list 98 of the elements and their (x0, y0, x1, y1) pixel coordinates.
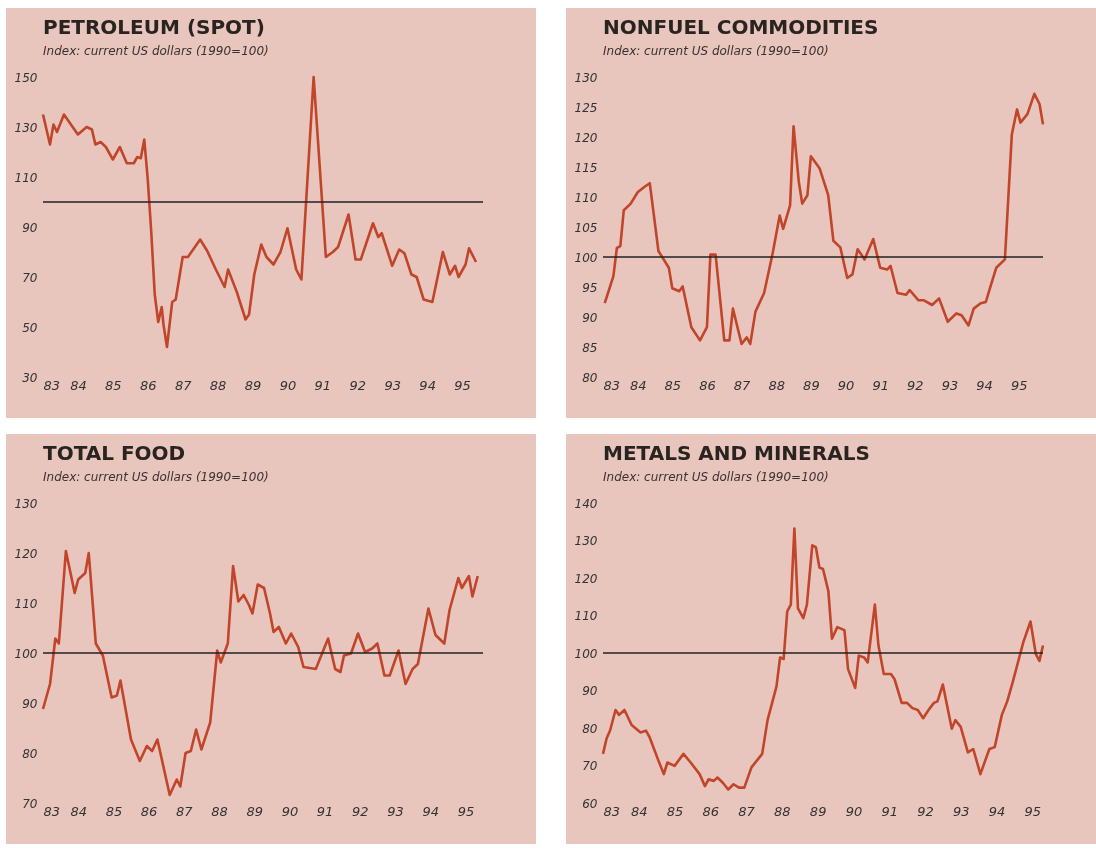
x-tick-label: 86 (702, 803, 720, 819)
x-tick-label: 85 (105, 377, 122, 393)
y-tick-label: 50 (22, 320, 38, 335)
x-tick-label: 88 (768, 377, 785, 393)
line-series (603, 92, 1045, 346)
y-tick-label: 80 (582, 370, 598, 385)
x-tick-label: 93 (952, 803, 970, 819)
x-tick-label: 83 (43, 377, 61, 393)
x-tick-label: 89 (809, 803, 827, 819)
x-tick-label: 92 (352, 803, 369, 819)
x-tick-label: 94 (419, 377, 436, 393)
x-tick-label: 89 (244, 377, 262, 393)
x-tick-label: 90 (281, 803, 299, 819)
x-tick-label: 89 (246, 803, 263, 819)
x-tick-label: 95 (454, 377, 471, 393)
x-tick-label: 89 (803, 377, 820, 393)
x-tick-label: 93 (941, 377, 959, 393)
y-tick-label: 90 (22, 696, 38, 711)
y-tick-label: 30 (22, 370, 38, 385)
x-tick-label: 83 (603, 377, 621, 393)
y-tick-label: 90 (582, 310, 598, 325)
x-tick-label: 83 (43, 803, 61, 819)
y-tick-label: 150 (14, 70, 38, 85)
x-tick-label: 83 (603, 803, 621, 819)
y-tick-label: 110 (574, 190, 598, 205)
line-series (41, 75, 478, 349)
line-series (41, 549, 480, 797)
x-tick-label: 94 (976, 377, 993, 393)
y-tick-label: 100 (14, 646, 38, 661)
y-tick-label: 100 (574, 250, 598, 265)
x-tick-label: 84 (70, 377, 87, 393)
y-tick-label: 130 (574, 534, 598, 548)
chart-subtitle: Index: current US dollars (1990=100) (43, 470, 269, 484)
x-tick-label: 91 (881, 803, 898, 819)
y-tick-label: 80 (582, 721, 598, 736)
x-tick-label: 86 (699, 377, 716, 393)
x-tick-label: 85 (664, 377, 682, 393)
y-tick-label: 100 (574, 646, 598, 661)
x-tick-label: 87 (174, 377, 193, 393)
x-tick-label: 91 (872, 377, 889, 393)
chart-title: NONFUEL COMMODITIES (603, 15, 879, 39)
y-tick-label: 70 (22, 796, 38, 811)
x-tick-label: 95 (457, 803, 475, 819)
x-tick-label: 94 (422, 803, 439, 819)
y-tick-label: 115 (574, 160, 598, 175)
y-tick-label: 130 (14, 496, 38, 511)
y-tick-label: 130 (574, 70, 598, 85)
x-tick-label: 91 (314, 377, 332, 393)
x-tick-label: 92 (349, 377, 367, 393)
y-tick-label: 90 (582, 684, 598, 698)
x-tick-label: 88 (209, 377, 227, 393)
x-tick-label: 85 (105, 803, 123, 819)
x-tick-label: 93 (384, 377, 401, 393)
x-tick-label: 88 (774, 803, 791, 819)
x-tick-label: 84 (629, 377, 647, 393)
x-tick-label: 88 (211, 803, 228, 819)
x-tick-label: 94 (988, 803, 1006, 819)
y-tick-label: 85 (582, 340, 598, 355)
x-tick-label: 91 (316, 803, 334, 819)
y-tick-label: 90 (22, 220, 38, 235)
chart-subtitle: Index: current US dollars (1990=100) (603, 44, 829, 58)
x-tick-label: 87 (176, 803, 194, 819)
y-tick-label: 140 (574, 496, 598, 511)
x-tick-label: 86 (139, 377, 157, 393)
line-series (601, 527, 1045, 791)
y-tick-label: 120 (574, 130, 598, 145)
y-tick-label: 110 (574, 609, 598, 623)
y-tick-label: 60 (582, 796, 598, 811)
x-tick-label: 92 (907, 377, 924, 393)
x-tick-label: 93 (387, 803, 404, 819)
y-tick-label: 110 (14, 596, 38, 611)
chart-title: PETROLEUM (SPOT) (43, 15, 265, 39)
y-tick-label: 120 (14, 546, 38, 561)
x-tick-label: 95 (1024, 803, 1042, 819)
y-tick-label: 80 (22, 746, 38, 761)
chart-title: METALS AND MINERALS (603, 441, 870, 465)
x-tick-label: 86 (140, 803, 158, 819)
y-tick-label: 105 (574, 220, 598, 235)
x-tick-label: 95 (1010, 377, 1028, 393)
y-tick-label: 95 (582, 280, 598, 295)
chart-subtitle: Index: current US dollars (1990=100) (43, 44, 269, 58)
x-tick-label: 92 (917, 803, 934, 819)
x-tick-label: 87 (738, 803, 756, 819)
x-tick-label: 87 (733, 377, 752, 393)
x-tick-label: 90 (837, 377, 855, 393)
x-tick-label: 90 (845, 803, 863, 819)
y-tick-label: 130 (14, 120, 38, 135)
y-tick-label: 125 (574, 100, 598, 115)
y-tick-label: 70 (22, 270, 38, 285)
chart-subtitle: Index: current US dollars (1990=100) (603, 470, 829, 484)
x-tick-label: 90 (279, 377, 297, 393)
x-tick-label: 84 (70, 803, 87, 819)
y-tick-label: 120 (574, 571, 598, 586)
x-tick-label: 84 (631, 803, 648, 819)
chart-title: TOTAL FOOD (43, 441, 186, 465)
x-tick-label: 85 (666, 803, 684, 819)
y-tick-label: 110 (14, 170, 38, 185)
y-tick-label: 70 (582, 759, 598, 773)
